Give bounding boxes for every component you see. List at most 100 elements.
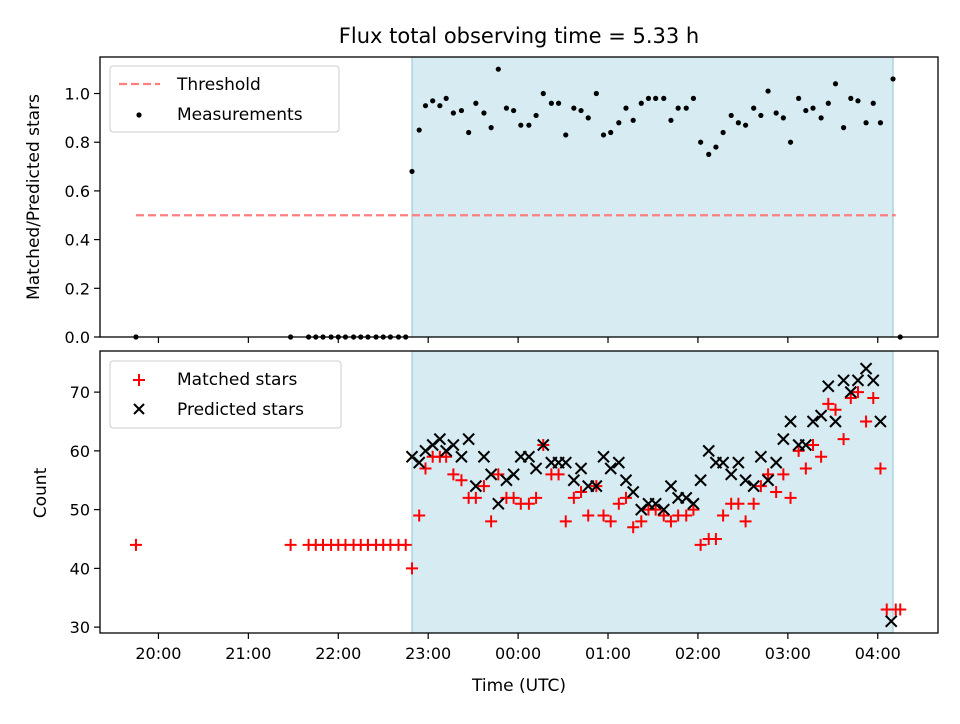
predicted-point xyxy=(469,479,483,493)
matched-point xyxy=(627,521,640,534)
measurement-point xyxy=(555,100,562,106)
matched-point xyxy=(844,392,857,404)
measurement-point xyxy=(720,129,726,136)
predicted-point xyxy=(537,438,550,452)
legend-matched-swatch xyxy=(133,374,145,386)
measurement-point xyxy=(518,122,524,128)
predicted-point xyxy=(867,374,880,387)
top-legend-box xyxy=(109,65,340,133)
measurement-point xyxy=(533,112,539,119)
matched-point xyxy=(657,509,670,522)
xtick-label: 23:00 xyxy=(405,644,451,663)
measurement-point xyxy=(840,125,847,131)
matched-point xyxy=(762,468,775,481)
measurement-point xyxy=(832,81,839,87)
legend-matched-label: Matched stars xyxy=(177,370,297,390)
bottom-ytick-label: 50 xyxy=(70,501,90,520)
top-ytick-label: 0.8 xyxy=(65,133,90,152)
matched-point xyxy=(754,480,767,493)
measurement-point xyxy=(473,100,479,106)
predicted-point xyxy=(739,474,752,487)
legend-measurements-swatch xyxy=(136,112,142,118)
measurement-point xyxy=(409,168,415,175)
predicted-point xyxy=(559,456,572,469)
predicted-point xyxy=(716,456,730,469)
measurement-point xyxy=(645,95,652,101)
predicted-point xyxy=(433,432,447,446)
matched-point xyxy=(619,491,632,504)
xtick-label: 01:00 xyxy=(585,644,631,663)
predicted-point xyxy=(657,503,670,516)
bottom-shaded-region xyxy=(411,350,894,634)
matched-point xyxy=(635,515,648,528)
measurement-point xyxy=(803,107,809,114)
bottom-ytick-label: 70 xyxy=(70,383,90,402)
measurement-point xyxy=(796,95,802,101)
xtick-label: 04:00 xyxy=(855,644,901,663)
bottom-yticks: 30 40 50 60 70 xyxy=(70,383,100,637)
bottom-xticks: 20:00 21:00 22:00 23:00 00:00 01:00 02:00 03:00… xyxy=(135,633,901,663)
matched-point xyxy=(829,403,842,416)
bottom-axes-frame xyxy=(99,350,939,634)
measurement-point xyxy=(698,139,704,145)
matched-points xyxy=(129,386,907,616)
predicted-point xyxy=(649,497,662,510)
matched-point xyxy=(582,509,595,522)
predicted-point xyxy=(604,462,617,475)
legend-predicted-label: Predicted stars xyxy=(177,400,304,420)
matched-point xyxy=(485,515,498,528)
predicted-point xyxy=(626,485,640,499)
measurement-point xyxy=(623,105,629,111)
matched-point xyxy=(680,509,693,522)
matched-point xyxy=(477,480,490,493)
measurement-point xyxy=(437,103,443,109)
top-legend: Threshold Measurements xyxy=(109,65,340,133)
measurement-point xyxy=(751,105,757,111)
measurement-point xyxy=(855,98,861,104)
matched-point xyxy=(770,486,783,498)
predicted-point xyxy=(477,450,491,463)
matched-point xyxy=(807,439,820,451)
predicted-point xyxy=(702,444,715,458)
predicted-point xyxy=(844,385,857,399)
predicted-point xyxy=(814,409,828,422)
measurement-point xyxy=(675,105,681,111)
predicted-points xyxy=(405,362,898,628)
matched-point xyxy=(284,538,297,551)
measurement-point xyxy=(661,95,667,101)
measurement-point xyxy=(430,98,436,104)
measurement-point xyxy=(713,144,719,150)
measurement-point xyxy=(758,112,764,119)
matched-point xyxy=(399,538,412,551)
legend-threshold-label: Threshold xyxy=(176,75,261,95)
predicted-point xyxy=(784,415,797,428)
top-ytick-label: 1.0 xyxy=(65,85,90,104)
predicted-point xyxy=(574,462,588,475)
measurement-point xyxy=(616,120,622,126)
predicted-point xyxy=(590,479,603,493)
matched-point xyxy=(507,491,520,504)
matched-point xyxy=(867,392,880,404)
predicted-point xyxy=(747,479,760,493)
matched-point xyxy=(406,562,419,575)
measurement-point xyxy=(422,103,429,109)
predicted-point xyxy=(851,374,865,387)
measurement-point xyxy=(608,129,614,136)
measurement-point xyxy=(773,110,779,116)
matched-point xyxy=(860,415,873,428)
xtick-label: 00:00 xyxy=(495,644,541,663)
matched-point xyxy=(777,468,790,481)
predicted-point xyxy=(754,450,768,463)
top-axes-frame xyxy=(99,56,939,338)
predicted-point xyxy=(837,374,850,387)
measurement-point xyxy=(563,132,569,138)
bottom-ytick-label: 30 xyxy=(70,618,90,637)
predicted-point xyxy=(761,474,775,487)
predicted-point xyxy=(492,497,505,510)
chart-title: Flux total observing time = 5.33 h xyxy=(339,24,699,48)
predicted-point xyxy=(874,415,887,428)
legend-predicted-swatch xyxy=(133,403,145,415)
measurement-point xyxy=(668,117,674,123)
matched-point xyxy=(575,486,588,498)
measurement-point xyxy=(890,76,896,82)
